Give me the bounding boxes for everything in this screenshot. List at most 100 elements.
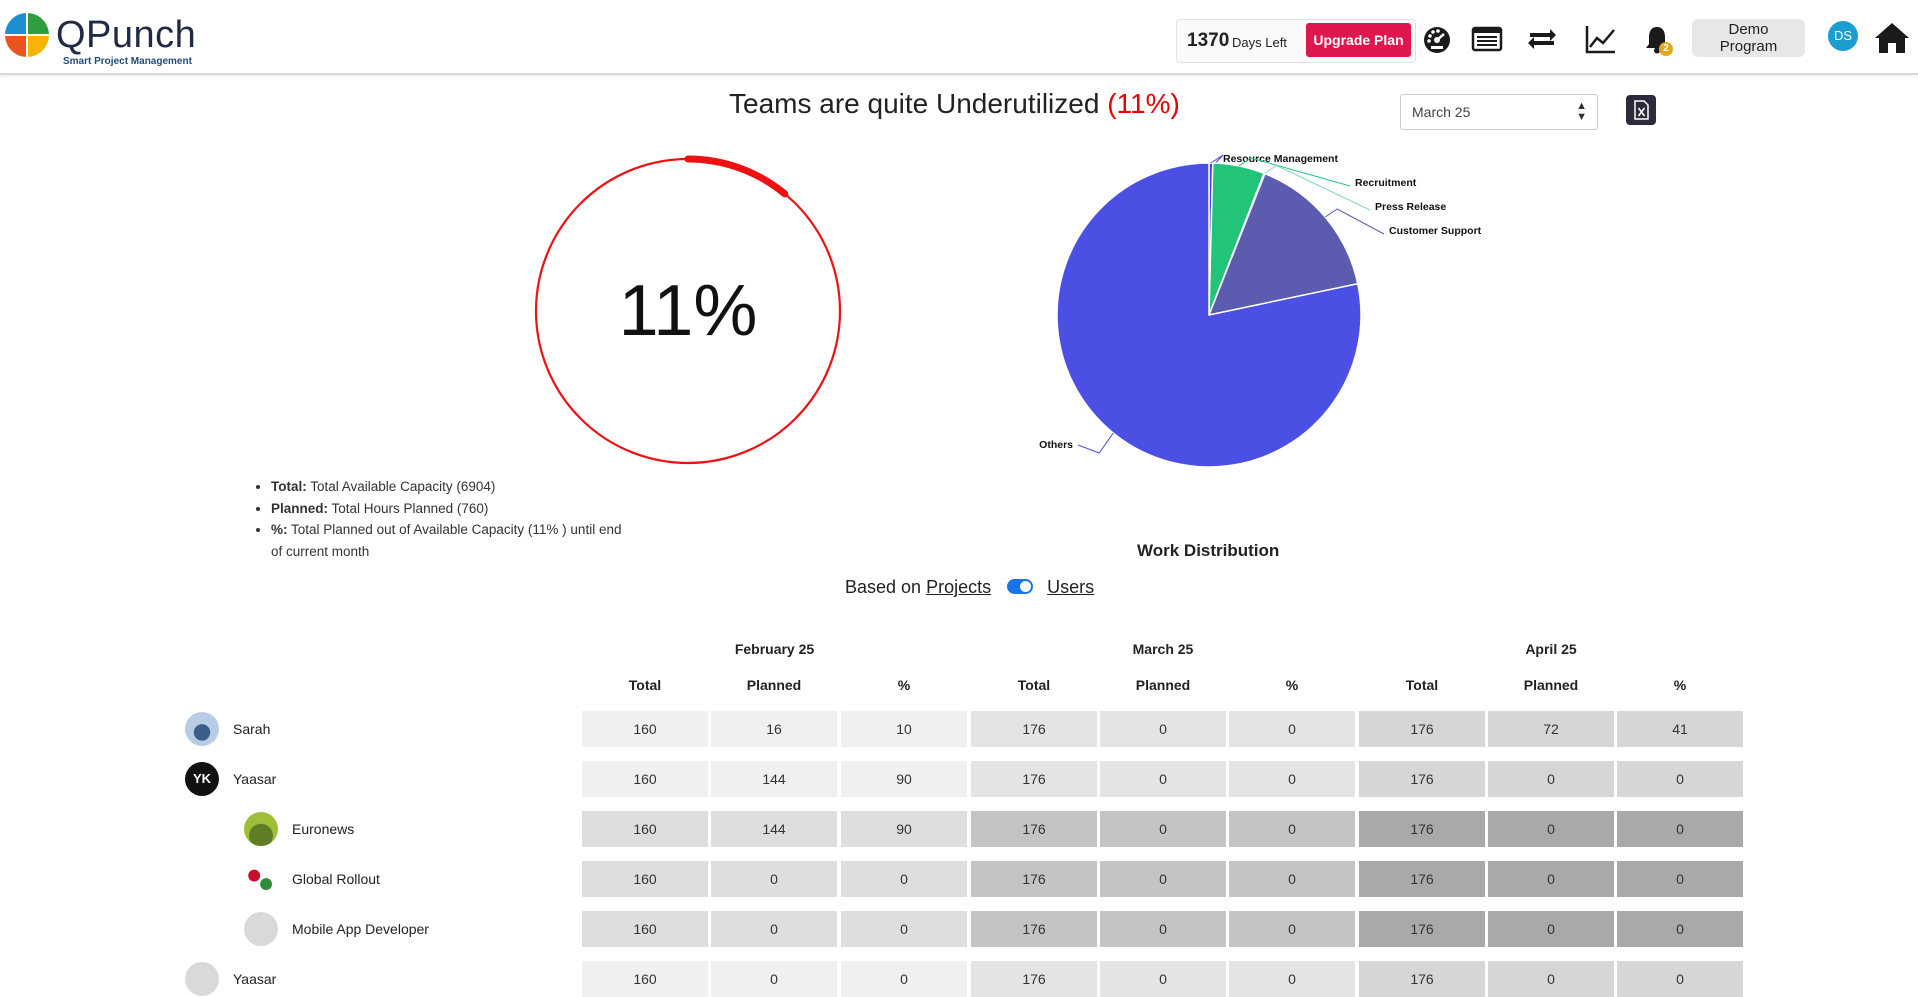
row-avatar: YK	[185, 762, 219, 796]
table-cell: 176	[971, 911, 1097, 947]
column-header: Planned	[1135, 677, 1191, 693]
table-cell: 160	[582, 761, 708, 797]
home-icon[interactable]	[1873, 19, 1911, 57]
work-distribution-title: Work Distribution	[1137, 541, 1280, 560]
table-cell: 0	[1100, 911, 1226, 947]
pie-slice-customer-support[interactable]	[1207, 172, 1359, 317]
row-name[interactable]: Global Rollout	[292, 871, 380, 887]
table-cell: 0	[1229, 861, 1355, 897]
pie-slice-others[interactable]	[1056, 162, 1362, 468]
legend-key: %:	[271, 522, 288, 537]
row-name[interactable]: Sarah	[233, 721, 271, 737]
pie-leader-line	[1324, 208, 1385, 235]
excel-export-button[interactable]	[1626, 95, 1656, 125]
column-header: %	[1673, 677, 1687, 693]
table-cell: 0	[1488, 911, 1614, 947]
table-cell: 160	[582, 711, 708, 747]
utilization-title-text: Teams are quite Underutilized	[729, 88, 1100, 119]
legend-key: Planned:	[271, 500, 329, 516]
table-cell: 0	[841, 911, 967, 947]
row-name[interactable]: Yaasar	[233, 771, 277, 787]
utilization-title-percent: (11%)	[1107, 88, 1180, 119]
pie-leader-line	[1264, 164, 1371, 211]
row-name[interactable]: Yaasar	[233, 971, 277, 987]
list-icon[interactable]	[1470, 22, 1504, 56]
table-cell: 72	[1488, 711, 1614, 747]
pie-leader-line	[1077, 432, 1114, 454]
column-header: Planned	[1523, 677, 1579, 693]
table-cell: 0	[1100, 761, 1226, 797]
table-cell: 90	[841, 811, 967, 847]
projects-users-switch[interactable]	[1007, 579, 1033, 594]
toggle-prefix: Based on	[845, 577, 922, 597]
qpunch-logo[interactable]: QPunch Smart Project Management	[4, 10, 204, 67]
table-cell: 0	[1488, 761, 1614, 797]
capacity-legend: Total: Total Available Capacity (6904) P…	[250, 476, 631, 562]
table-cell: 16	[711, 711, 837, 747]
legend-desc: Total Available Capacity (6904)	[306, 479, 496, 494]
pie-label: Press Release	[1375, 201, 1446, 213]
table-cell: 0	[1229, 911, 1355, 947]
table-cell: 160	[582, 911, 708, 947]
top-navbar: QPunch Smart Project Management 1370 Day…	[0, 0, 1918, 75]
legend-item-percent: %: Total Planned out of Available Capaci…	[271, 519, 631, 562]
row-avatar	[244, 812, 278, 846]
table-cell: 0	[1488, 811, 1614, 847]
days-left-label: Days Left	[1232, 35, 1287, 50]
table-cell: 0	[1488, 861, 1614, 897]
gauge-progress-arc	[684, 155, 789, 198]
table-cell: 0	[711, 861, 837, 897]
row-avatar	[185, 712, 219, 746]
table-cell: 0	[1100, 961, 1226, 997]
table-cell: 176	[971, 961, 1097, 997]
table-cell: 0	[1488, 961, 1614, 997]
table-cell: 176	[1359, 911, 1485, 947]
legend-key: Total:	[271, 479, 307, 494]
row-avatar	[244, 862, 278, 896]
table-cell: 176	[971, 711, 1097, 747]
logo-tagline: Smart Project Management	[63, 56, 192, 67]
table-cell: 0	[1617, 911, 1743, 947]
work-distribution-pie: Resource Management Recruitment Press Rele…	[1039, 153, 1482, 468]
table-cell: 41	[1617, 711, 1743, 747]
column-header: Total	[1405, 677, 1439, 693]
column-header: Total	[628, 677, 662, 693]
table-cell: 144	[711, 811, 837, 847]
row-avatar	[185, 962, 219, 996]
table-cell: 176	[971, 811, 1097, 847]
pie-label: Others	[1039, 439, 1073, 451]
table-cell: 176	[971, 861, 1097, 897]
users-toggle-link[interactable]: Users	[1047, 577, 1095, 597]
sort-arrows-icon: ▲ ▼	[1576, 100, 1587, 123]
trend-chart-icon[interactable]	[1584, 22, 1618, 56]
table-cell: 176	[971, 761, 1097, 797]
table-cell: 0	[841, 961, 967, 997]
row-name[interactable]: Mobile App Developer	[292, 921, 429, 937]
table-cell: 160	[582, 811, 708, 847]
table-cell: 0	[841, 861, 967, 897]
month-header: March 25	[1132, 641, 1194, 657]
switch-icon[interactable]	[1525, 22, 1559, 56]
column-header: %	[897, 677, 911, 693]
program-selector-button[interactable]: Demo Program	[1692, 19, 1805, 57]
dashboard-icon[interactable]	[1420, 22, 1454, 56]
row-avatar	[244, 912, 278, 946]
utilization-gauge	[534, 155, 842, 465]
table-cell: 176	[1359, 761, 1485, 797]
table-cell: 176	[1359, 961, 1485, 997]
logo-text: QPunch	[56, 14, 197, 56]
month-header: April 25	[1525, 641, 1577, 657]
upgrade-plan-button[interactable]: Upgrade Plan	[1306, 23, 1411, 57]
notification-badge: 2	[1659, 42, 1673, 56]
projects-toggle-link[interactable]: Projects	[926, 577, 992, 597]
row-name[interactable]: Euronews	[292, 821, 355, 837]
table-cell: 0	[1229, 711, 1355, 747]
table-cell: 0	[1229, 811, 1355, 847]
legend-desc: Total Planned out of Available Capacity …	[271, 522, 622, 559]
table-cell: 0	[1229, 961, 1355, 997]
table-cell: 0	[1617, 811, 1743, 847]
user-avatar[interactable]: DS	[1828, 21, 1858, 51]
month-select[interactable]: March 25 ▲ ▼	[1400, 94, 1598, 130]
pie-leader-line	[1238, 157, 1351, 187]
utilization-title: Teams are quite Underutilized (11%)	[729, 88, 1180, 120]
